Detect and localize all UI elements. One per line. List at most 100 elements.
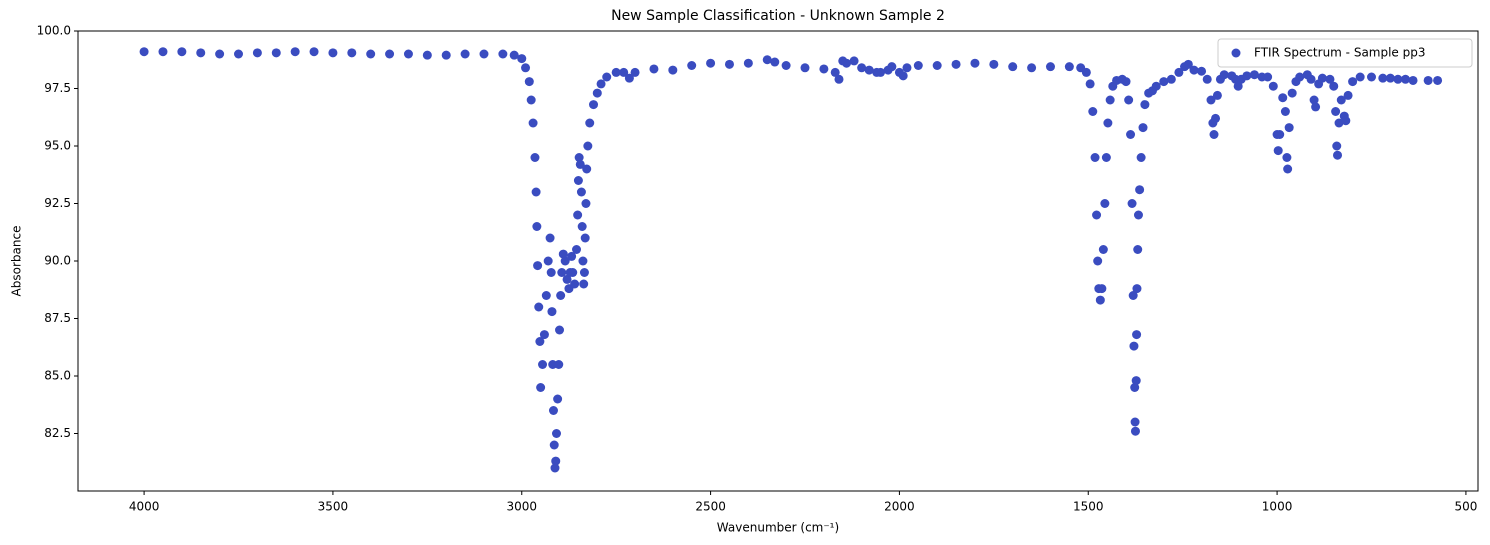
data-point <box>1400 74 1410 84</box>
data-point <box>290 47 300 57</box>
x-tick-label: 3000 <box>506 500 537 514</box>
data-point <box>1124 95 1134 105</box>
data-point <box>551 456 561 466</box>
data-point <box>1131 376 1141 386</box>
data-point <box>1045 62 1055 72</box>
data-point <box>1212 90 1222 100</box>
data-point <box>546 268 556 277</box>
data-point <box>1211 113 1221 123</box>
y-tick-label: 95.0 <box>44 139 71 153</box>
data-point <box>509 50 519 60</box>
data-point <box>1151 81 1161 91</box>
data-point <box>573 210 583 220</box>
data-point <box>864 65 874 75</box>
data-point <box>1183 59 1193 69</box>
data-point <box>1098 245 1108 254</box>
data-point <box>1219 70 1229 80</box>
data-point <box>1090 153 1100 162</box>
data-point <box>498 49 508 59</box>
data-point <box>1197 66 1207 76</box>
data-point <box>567 251 577 261</box>
data-point <box>819 64 829 74</box>
data-point <box>770 57 780 67</box>
data-point <box>1329 81 1339 91</box>
data-point <box>687 61 697 70</box>
y-tick-label: 87.5 <box>44 311 71 325</box>
data-point <box>1121 77 1131 87</box>
data-point <box>611 67 621 77</box>
data-point <box>857 63 867 73</box>
data-point <box>579 268 589 277</box>
data-point <box>573 176 583 185</box>
chart-title: New Sample Classification - Unknown Samp… <box>611 8 945 24</box>
data-point <box>583 141 593 151</box>
data-point <box>1348 77 1358 87</box>
data-point <box>582 164 592 174</box>
data-point <box>555 325 565 335</box>
data-point <box>538 360 548 369</box>
data-point <box>536 383 546 392</box>
data-point <box>1105 95 1115 105</box>
data-point <box>543 256 553 266</box>
data-point <box>158 47 168 57</box>
data-point <box>385 49 395 59</box>
data-point <box>1393 74 1403 84</box>
data-point <box>830 67 840 77</box>
x-tick-label: 1000 <box>1262 500 1293 514</box>
legend-marker <box>1231 48 1241 58</box>
data-point <box>1064 62 1074 72</box>
data-point <box>1140 100 1150 110</box>
data-point <box>1101 153 1111 162</box>
x-tick-label: 2500 <box>695 500 726 514</box>
data-point <box>1355 72 1365 82</box>
data-point <box>589 100 599 110</box>
data-point <box>842 58 852 68</box>
data-point <box>1136 153 1146 162</box>
data-point <box>1027 63 1037 73</box>
data-point <box>526 95 536 105</box>
data-point <box>619 67 629 77</box>
data-point <box>1130 383 1140 392</box>
x-axis-label: Wavenumber (cm⁻¹) <box>717 521 839 535</box>
data-point <box>309 47 319 57</box>
x-tick-label: 3500 <box>318 500 349 514</box>
data-point <box>1159 77 1169 87</box>
plot-frame <box>77 30 1479 492</box>
data-point <box>557 268 567 277</box>
data-point <box>528 118 538 128</box>
data-point <box>534 302 544 312</box>
y-tick-label: 92.5 <box>44 196 71 210</box>
data-point <box>1008 62 1018 72</box>
data-point <box>196 48 206 58</box>
data-point <box>550 463 560 473</box>
data-point <box>1132 284 1142 294</box>
data-point <box>1166 74 1176 84</box>
data-point <box>521 63 531 73</box>
data-point <box>579 279 589 289</box>
data-point <box>1278 93 1288 103</box>
data-point <box>549 440 559 450</box>
data-point <box>215 49 225 59</box>
data-point <box>535 337 545 346</box>
data-point <box>441 50 451 60</box>
data-point <box>554 360 564 369</box>
data-point <box>577 222 587 231</box>
data-point <box>403 49 413 59</box>
data-point <box>1295 72 1305 82</box>
data-point <box>1273 146 1283 156</box>
data-point <box>547 307 557 317</box>
data-point <box>575 159 585 169</box>
data-point <box>849 56 859 66</box>
data-point <box>556 291 566 300</box>
data-point <box>252 48 262 58</box>
data-point <box>1095 295 1105 305</box>
data-point <box>762 55 772 65</box>
data-point <box>1127 199 1137 208</box>
x-tick-label: 1500 <box>1073 500 1104 514</box>
data-point <box>649 64 659 74</box>
data-point <box>970 58 980 68</box>
data-point <box>328 48 338 58</box>
data-point <box>898 71 908 81</box>
data-point <box>1189 65 1199 75</box>
data-point <box>581 199 591 208</box>
